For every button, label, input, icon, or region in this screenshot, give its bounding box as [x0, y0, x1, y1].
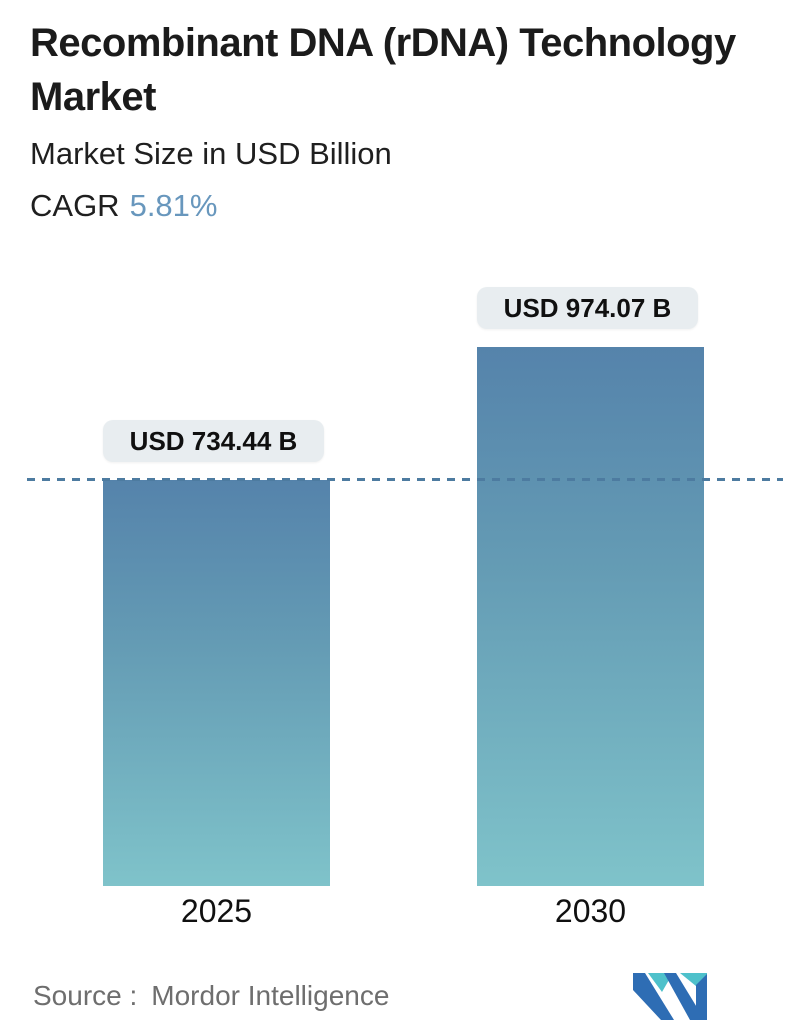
page-title: Recombinant DNA (rDNA) Technology Market: [30, 21, 736, 119]
x-label-2030: 2030: [554, 893, 627, 929]
tooltip-2025-label: USD 734.44 B: [129, 425, 298, 456]
chart-subtitle: Market Size in USD Billion: [30, 136, 392, 171]
tooltip-2030-label: USD 974.07 B: [503, 292, 672, 323]
source-label: Source :: [33, 980, 138, 1011]
source-line: Source : Mordor Intelligence: [33, 980, 389, 1012]
cagr-label: CAGR: [30, 188, 120, 223]
bar-2030: [477, 347, 704, 886]
cagr-value: 5.81%: [129, 188, 218, 223]
bar-2025: [103, 480, 330, 886]
source-value: Mordor Intelligence: [151, 980, 390, 1011]
x-label-2025: 2025: [180, 893, 253, 929]
cagr-line: CAGR 5.81%: [30, 186, 217, 226]
mordor-intelligence-logo: [633, 973, 707, 1020]
tooltip-2030: USD 974.07 B: [477, 287, 698, 329]
reference-dashed-line: [27, 478, 783, 481]
tooltip-2025: USD 734.44 B: [103, 420, 324, 462]
